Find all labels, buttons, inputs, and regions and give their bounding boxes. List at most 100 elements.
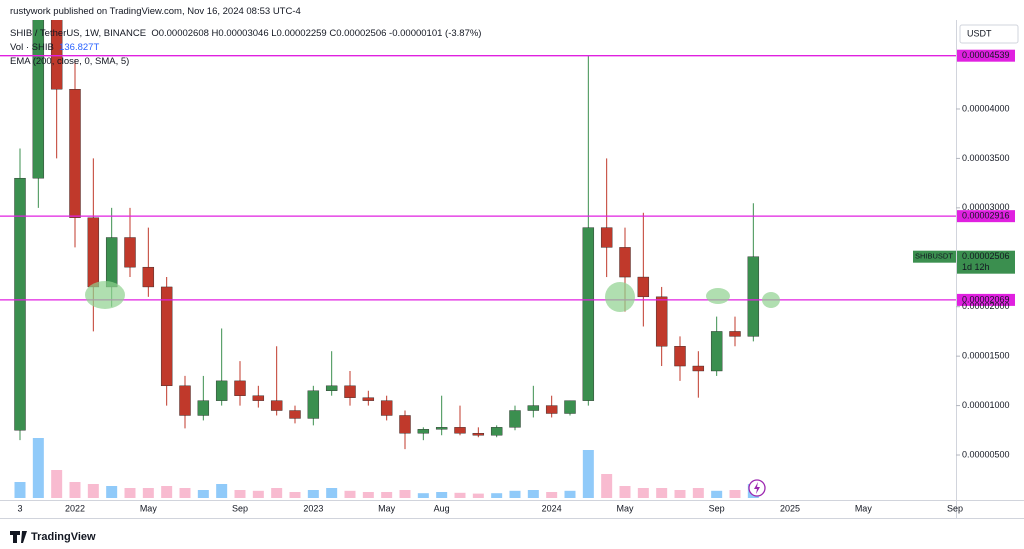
volume-bar — [692, 488, 704, 498]
candle-body — [289, 410, 301, 419]
candle-body — [399, 415, 411, 434]
candle-body — [527, 405, 540, 411]
annotation-ellipse — [706, 288, 730, 304]
volume-bar — [234, 490, 246, 498]
candle-body — [50, 20, 63, 90]
volume-bar — [51, 470, 63, 498]
candle-body — [637, 276, 650, 298]
y-tick-label: 0.00002000 — [962, 301, 1010, 311]
x-tick-label: 3 — [17, 503, 22, 513]
candle-body — [362, 397, 375, 401]
x-tick-label: Aug — [434, 503, 450, 513]
volume-bar — [509, 490, 521, 498]
last-price-box — [957, 250, 1015, 274]
publisher: rustywork published on TradingView.com, … — [10, 6, 301, 17]
candle-body — [545, 405, 558, 414]
x-tick-label: Sep — [232, 503, 248, 513]
candle-body — [87, 217, 100, 288]
ema-line: EMA (200, close, 0, SMA, 5) — [10, 56, 130, 67]
volume-bar — [106, 486, 118, 498]
candle-body — [490, 427, 503, 436]
candle-body — [270, 400, 283, 411]
volume-bar — [179, 488, 191, 498]
candle-body — [710, 331, 723, 372]
volume-bar — [142, 488, 154, 498]
currency-box[interactable] — [959, 24, 1019, 44]
price-label-box — [913, 250, 956, 263]
x-tick-label: May — [140, 503, 158, 513]
candle-body — [344, 385, 356, 398]
candle-body — [655, 296, 668, 347]
x-tick-label: 2025 — [780, 503, 800, 513]
volume-bar — [289, 492, 301, 498]
volume-bar — [472, 493, 484, 498]
level-label: 0.00004539 — [962, 50, 1010, 60]
y-tick-label: 0.00001500 — [962, 351, 1010, 361]
volume-bar — [161, 486, 173, 498]
candle-body — [692, 365, 705, 372]
volume-name: Vol · SHIB — [10, 42, 54, 53]
candle-body — [509, 410, 521, 428]
candle-body — [14, 177, 26, 431]
candle-body — [234, 380, 246, 396]
volume-bar — [564, 490, 576, 498]
candle-body — [600, 227, 613, 248]
volume-bar — [32, 438, 44, 498]
volume-bar — [527, 490, 539, 498]
annotation-ellipse — [85, 281, 125, 309]
volume-bar — [252, 490, 264, 498]
candle-body — [380, 400, 393, 416]
x-tick-label: 2023 — [303, 503, 323, 513]
legend-symbol: SHIB / TetherUS, 1W, BINANCE O0.00002608… — [10, 28, 481, 39]
volume-bar — [656, 488, 668, 498]
volume-bar — [601, 474, 613, 498]
volume-bar — [344, 490, 356, 498]
candle-body — [619, 247, 631, 278]
volume-bar — [417, 493, 429, 498]
x-tick-label: May — [616, 503, 634, 513]
level-label-box — [957, 293, 1015, 306]
x-tick-label: May — [855, 503, 873, 513]
candle-body — [307, 390, 320, 419]
x-tick-label: 2024 — [542, 503, 562, 513]
candle-body — [197, 400, 210, 416]
candle-body — [674, 346, 686, 367]
volume-bar — [711, 490, 723, 498]
volume-bar — [197, 490, 209, 498]
level-label: 0.00002069 — [962, 294, 1010, 304]
candle-body — [472, 433, 485, 436]
symbol-line: SHIB / TetherUS, 1W, BINANCE — [10, 28, 147, 39]
volume-bar — [87, 484, 99, 498]
candle-body — [32, 20, 45, 179]
volume-bar — [381, 492, 393, 498]
footer-brand: TradingView — [31, 531, 96, 543]
candle-body — [69, 89, 81, 218]
candle-body — [215, 380, 228, 401]
volume-bar — [124, 488, 136, 498]
candle-body — [325, 385, 338, 391]
y-tick-label: 0.00001000 — [962, 400, 1010, 410]
volume-value: 136.827T — [59, 42, 100, 53]
event-icon-bolt — [754, 482, 760, 494]
last-price: 0.00002506 — [962, 251, 1010, 261]
candle-body — [435, 427, 448, 430]
candle-body — [142, 266, 155, 288]
currency[interactable]: USDT — [967, 28, 992, 38]
annotation-ellipse — [605, 282, 635, 312]
candle-body — [417, 429, 430, 434]
volume-bar — [454, 492, 466, 498]
volume-bar — [307, 490, 319, 498]
candle-body — [729, 331, 741, 337]
y-tick-label: 0.00003500 — [962, 153, 1010, 163]
volume-bar — [216, 484, 228, 498]
volume-bar — [69, 482, 81, 498]
x-tick-label: Sep — [947, 503, 963, 513]
legend-volume: Vol · SHIB 136.827T — [10, 42, 99, 53]
candle-body — [179, 385, 191, 416]
level-label: 0.00002916 — [962, 211, 1010, 221]
volume-bar — [674, 490, 686, 498]
ohlc-line: O0.00002608 H0.00003046 L0.00002259 C0.0… — [151, 28, 482, 39]
volume-bar — [436, 492, 448, 498]
y-tick-label: 0.00000500 — [962, 449, 1010, 459]
